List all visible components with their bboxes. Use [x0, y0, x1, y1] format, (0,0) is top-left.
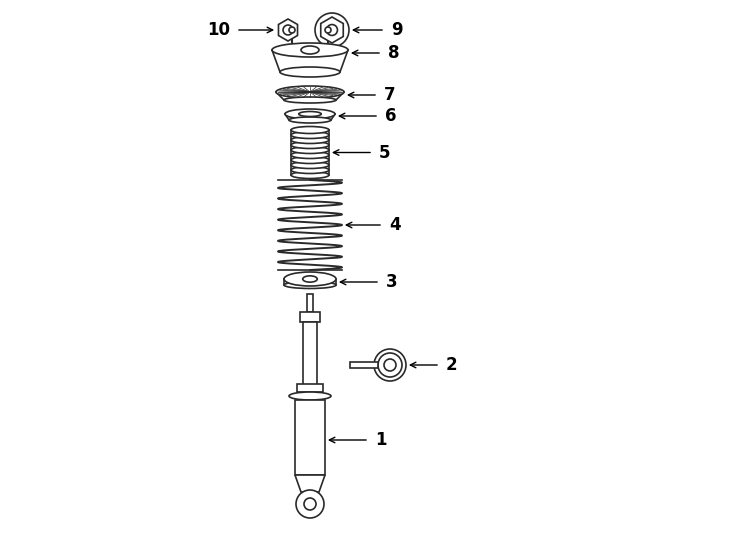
Ellipse shape — [285, 109, 335, 119]
Bar — [297, 384, 323, 392]
Circle shape — [327, 24, 338, 36]
Ellipse shape — [291, 152, 329, 159]
Text: 7: 7 — [384, 86, 396, 104]
Ellipse shape — [291, 132, 329, 138]
Ellipse shape — [289, 392, 331, 400]
Text: 10: 10 — [207, 21, 230, 39]
Text: 5: 5 — [379, 144, 390, 161]
Ellipse shape — [291, 137, 329, 144]
Circle shape — [304, 498, 316, 510]
Text: 1: 1 — [375, 431, 387, 449]
Ellipse shape — [280, 67, 340, 77]
Text: 9: 9 — [391, 21, 403, 39]
Bar — [350, 362, 378, 368]
Ellipse shape — [302, 276, 317, 282]
Text: 3: 3 — [386, 273, 398, 291]
Circle shape — [378, 353, 402, 377]
Ellipse shape — [291, 161, 329, 168]
Circle shape — [289, 27, 295, 33]
Ellipse shape — [284, 281, 336, 288]
Ellipse shape — [301, 46, 319, 54]
Ellipse shape — [272, 43, 348, 57]
Polygon shape — [278, 19, 297, 41]
Bar — [300, 312, 320, 322]
Ellipse shape — [276, 86, 344, 98]
Text: 8: 8 — [388, 44, 399, 62]
Polygon shape — [321, 17, 344, 43]
Ellipse shape — [291, 146, 329, 153]
Ellipse shape — [291, 126, 329, 133]
Bar — [295, 400, 325, 475]
Ellipse shape — [284, 272, 336, 286]
Ellipse shape — [299, 111, 321, 117]
Ellipse shape — [284, 97, 336, 103]
Circle shape — [384, 359, 396, 371]
Circle shape — [325, 27, 331, 33]
Circle shape — [283, 25, 293, 35]
Text: 4: 4 — [389, 216, 401, 234]
Circle shape — [296, 490, 324, 518]
Ellipse shape — [291, 157, 329, 164]
Ellipse shape — [291, 141, 329, 149]
Ellipse shape — [289, 117, 331, 123]
Polygon shape — [295, 475, 325, 492]
Text: 6: 6 — [385, 107, 396, 125]
Ellipse shape — [291, 166, 329, 173]
Bar — [307, 294, 313, 312]
Ellipse shape — [291, 172, 329, 179]
Bar — [303, 322, 317, 385]
Text: 2: 2 — [446, 356, 457, 374]
